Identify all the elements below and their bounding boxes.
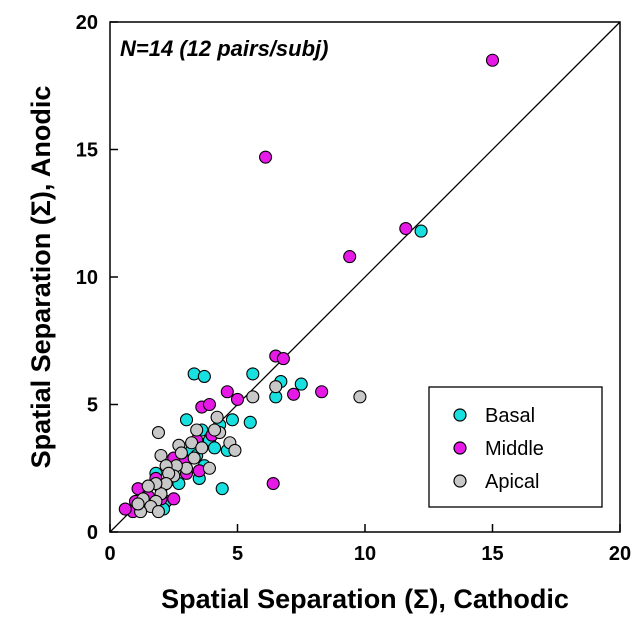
data-point-middle xyxy=(399,222,413,236)
x-tick-label: 20 xyxy=(609,543,631,565)
x-tick-label: 0 xyxy=(104,543,115,565)
data-point-middle xyxy=(118,502,132,516)
data-point-apical xyxy=(246,390,260,404)
y-tick-label: 20 xyxy=(76,12,98,34)
legend-label-middle: Middle xyxy=(485,438,544,460)
data-point-apical xyxy=(151,425,165,440)
data-point-basal xyxy=(197,369,211,384)
data-point-middle xyxy=(276,352,290,366)
data-point-apical xyxy=(228,443,242,457)
x-axis-ticks: 0 5 10 15 20 xyxy=(104,524,631,565)
data-point-apical xyxy=(190,423,204,437)
data-point-apical xyxy=(187,451,201,465)
data-point-basal xyxy=(414,224,428,238)
data-points xyxy=(118,53,500,519)
data-point-basal xyxy=(215,482,229,496)
x-tick-label: 15 xyxy=(481,543,503,565)
legend-label-basal: Basal xyxy=(485,405,535,427)
data-point-apical xyxy=(154,448,168,463)
data-point-middle xyxy=(266,476,280,491)
data-point-middle xyxy=(287,387,301,401)
y-axis-ticks: 0 5 10 15 20 xyxy=(76,12,118,544)
data-point-apical xyxy=(131,497,145,511)
legend-marker-apical xyxy=(453,474,467,488)
data-point-middle xyxy=(343,250,357,264)
x-axis-title: Spatial Separation (Σ), Cathodic xyxy=(161,584,569,614)
data-point-middle xyxy=(258,150,273,164)
x-tick-label: 5 xyxy=(232,543,243,565)
y-tick-label: 5 xyxy=(87,395,98,417)
data-point-apical xyxy=(151,505,165,519)
data-point-apical xyxy=(269,380,283,394)
y-tick-label: 15 xyxy=(76,140,98,162)
data-point-apical xyxy=(202,461,216,475)
data-point-apical xyxy=(353,390,367,404)
data-point-apical xyxy=(208,423,222,437)
data-point-basal xyxy=(225,413,239,427)
data-point-apical xyxy=(174,446,188,460)
series-apical xyxy=(131,380,367,519)
data-point-basal xyxy=(179,413,194,427)
legend-marker-basal xyxy=(453,408,467,422)
data-point-middle xyxy=(315,385,329,399)
y-tick-label: 10 xyxy=(76,267,98,289)
data-point-apical xyxy=(195,441,209,455)
data-point-middle xyxy=(220,385,234,399)
legend: Basal Middle Apical xyxy=(428,386,603,508)
data-point-basal xyxy=(243,415,257,429)
data-point-apical xyxy=(210,410,224,424)
y-axis-title: Spatial Separation (Σ), Anodic xyxy=(26,86,56,469)
data-point-middle xyxy=(485,53,500,67)
data-point-apical xyxy=(141,479,155,493)
data-point-apical xyxy=(185,436,199,450)
legend-label-apical: Apical xyxy=(485,471,539,493)
n-annotation: N=14 (12 pairs/subj) xyxy=(120,36,328,61)
y-tick-label: 0 xyxy=(87,522,98,544)
data-point-middle xyxy=(202,397,216,412)
data-point-basal xyxy=(294,377,308,391)
data-point-basal xyxy=(246,367,260,381)
data-point-middle xyxy=(167,492,181,506)
data-point-middle xyxy=(230,392,245,406)
legend-marker-middle xyxy=(453,441,467,455)
x-tick-label: 10 xyxy=(354,543,376,565)
data-point-basal xyxy=(208,441,222,455)
